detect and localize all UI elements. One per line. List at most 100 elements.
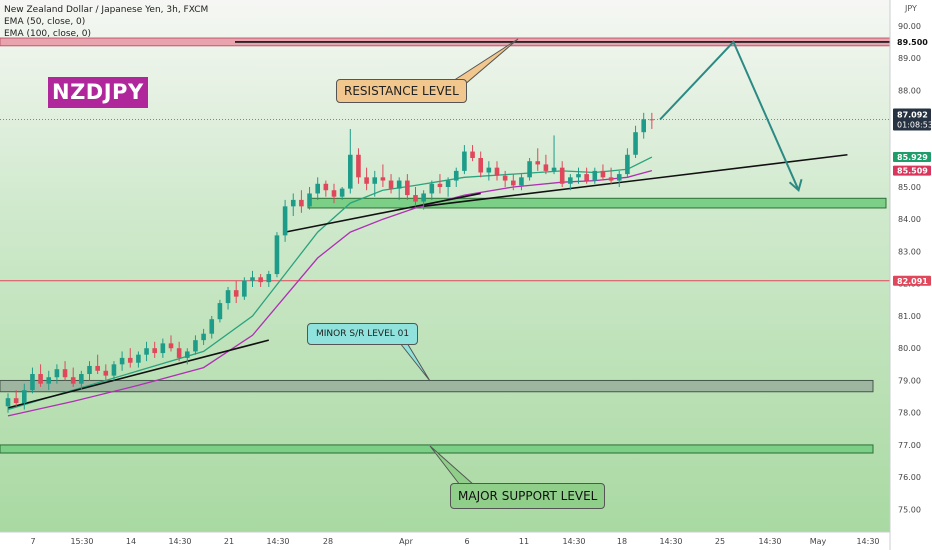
y-tick-label: 89.00 <box>898 54 921 63</box>
candle <box>217 299 223 323</box>
candle-body <box>30 374 35 391</box>
candle <box>388 174 394 194</box>
candle <box>494 161 500 181</box>
y-tick-label: 78.00 <box>898 409 921 418</box>
resistance-price-tag-bg <box>893 36 931 47</box>
candle <box>551 135 557 175</box>
candle-body <box>396 180 402 189</box>
y-tick-label: 80.00 <box>898 344 921 353</box>
legend-title: New Zealand Dollar / Japanese Yen, 3h, F… <box>4 5 209 15</box>
candle-body <box>87 365 92 375</box>
resistance-price-tag-text: 89.500 <box>897 38 928 47</box>
x-tick-label: Apr <box>399 537 414 546</box>
candle-body <box>233 290 239 297</box>
candle-body <box>38 374 43 384</box>
candle-body <box>641 119 646 133</box>
candle-body <box>413 195 418 202</box>
candle-body <box>258 277 263 283</box>
candle <box>396 177 402 200</box>
candle <box>527 157 532 181</box>
ema50-price-tag-text: 85.929 <box>897 153 928 162</box>
y-tick-label: 75.00 <box>898 505 921 514</box>
y-tick-label: 81.00 <box>898 312 921 321</box>
x-tick-label: 25 <box>715 537 725 546</box>
candle-body <box>568 177 573 184</box>
candle <box>470 145 475 162</box>
candle-body <box>470 151 475 158</box>
current-price-tag-bg <box>893 108 931 131</box>
candle <box>331 183 337 204</box>
x-tick-label: 14:30 <box>168 537 191 546</box>
x-tick-label: 11 <box>519 537 529 546</box>
candle-body <box>176 348 182 358</box>
candle <box>127 348 133 368</box>
current-price-tag-text: 87.092 <box>897 111 928 120</box>
candle-body <box>111 364 117 376</box>
candle <box>144 341 149 362</box>
symbol-badge: NZDJPY <box>48 77 148 108</box>
candle <box>519 174 524 191</box>
candle-body <box>576 174 581 178</box>
candle-body <box>185 351 190 358</box>
candle <box>160 338 166 358</box>
candle <box>568 174 573 191</box>
resistance-price-tag: 89.500 <box>893 36 931 47</box>
candle <box>111 361 117 381</box>
candle <box>299 190 304 213</box>
candle <box>348 128 353 194</box>
candle <box>54 364 60 384</box>
candle <box>633 125 638 158</box>
y-tick-label: 76.00 <box>898 473 921 482</box>
ema100-price-tag-bg <box>893 165 931 176</box>
candle-body <box>462 151 467 171</box>
x-tick-label: 14:30 <box>856 537 879 546</box>
major-support-level-callout[interactable]: MAJOR SUPPORT LEVEL <box>450 483 606 509</box>
candle <box>641 112 646 139</box>
candle-body <box>437 183 443 188</box>
candle <box>511 174 516 191</box>
candle <box>13 390 19 407</box>
y-tick-label: 84.00 <box>898 215 921 224</box>
candle <box>233 280 239 304</box>
candle-body <box>323 183 329 191</box>
candle-body <box>119 357 125 365</box>
candle <box>576 167 581 184</box>
candle <box>5 393 11 413</box>
minor-sr-level-callout[interactable]: MINOR S/R LEVEL 01 <box>307 323 419 345</box>
candle-body <box>5 398 11 407</box>
candle <box>209 315 215 339</box>
candle-body <box>559 167 565 184</box>
candle <box>462 145 467 175</box>
candle <box>193 335 198 355</box>
candle-body <box>380 177 386 181</box>
minor-sr-zone <box>0 379 874 393</box>
candle-body <box>54 369 60 378</box>
y-tick-label: 90.00 <box>898 22 921 31</box>
candle-body <box>201 333 206 341</box>
candle-body <box>421 193 426 202</box>
candle-body <box>307 193 312 207</box>
candle-body <box>616 174 622 181</box>
candle-body <box>339 188 345 197</box>
resistance-level-callout[interactable]: RESISTANCE LEVEL <box>336 79 467 103</box>
candle-body <box>388 180 394 189</box>
candle-body <box>486 167 492 173</box>
candle <box>339 187 345 200</box>
candle-body <box>535 161 541 165</box>
candles <box>5 112 655 413</box>
candle-body <box>103 370 109 376</box>
candle <box>38 364 43 387</box>
candle <box>250 270 255 287</box>
candle <box>543 154 549 175</box>
x-tick-label: 18 <box>617 537 627 546</box>
candle <box>502 170 508 188</box>
candle <box>95 354 100 375</box>
candle <box>453 167 459 188</box>
candle-body <box>429 183 435 194</box>
candle <box>22 383 27 410</box>
x-tick-label: 14:30 <box>562 537 585 546</box>
candle-body <box>584 174 589 181</box>
candle <box>405 174 410 200</box>
trendline-3 <box>423 153 848 208</box>
